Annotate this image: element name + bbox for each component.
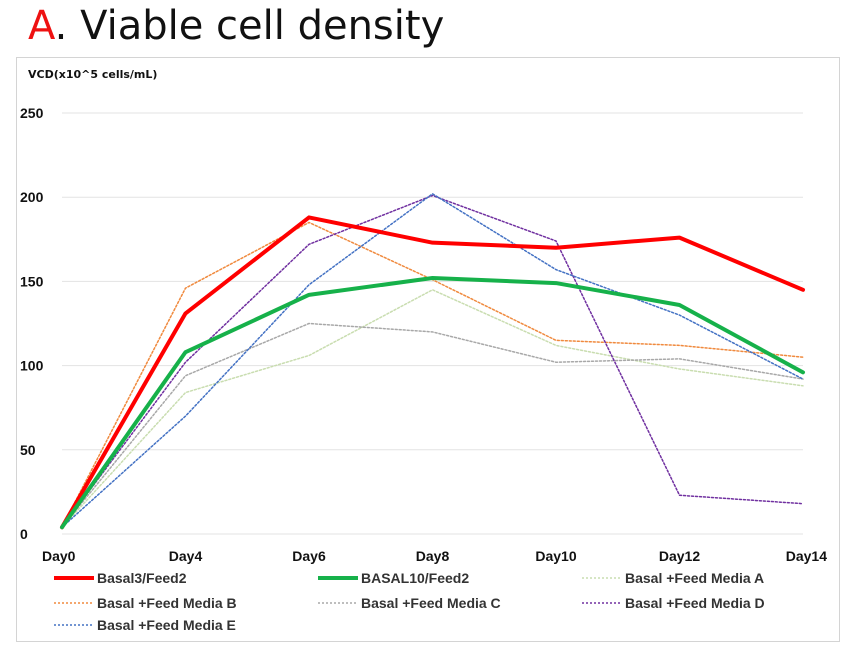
- y-tick-label: 250: [20, 105, 44, 121]
- x-tick-label: Day0: [42, 548, 76, 564]
- y-tick-label: 200: [20, 189, 44, 205]
- y-tick-labels: 0 50 100 150 200 250: [20, 105, 44, 542]
- series-line: [61, 194, 804, 529]
- y-axis-label: VCD(x10^5 cells/mL): [28, 68, 158, 81]
- x-tick-labels: Day0 Day4 Day6 Day8 Day10 Day12 Day14: [42, 548, 827, 564]
- x-tick-label: Day14: [786, 548, 827, 564]
- series-lines: [60, 193, 805, 530]
- heading-letter: A: [28, 3, 55, 49]
- x-tick-label: Day4: [169, 548, 203, 564]
- legend-label: Basal +Feed Media E: [97, 617, 236, 633]
- x-tick-label: Day6: [292, 548, 326, 564]
- legend-label: BASAL10/Feed2: [361, 570, 469, 586]
- x-tick-label: Day8: [416, 548, 450, 564]
- y-tick-label: 50: [20, 442, 36, 458]
- series-line: [60, 215, 805, 530]
- legend-label: Basal +Feed Media D: [625, 595, 765, 611]
- legend-label: Basal +Feed Media B: [97, 595, 237, 611]
- series-line: [61, 289, 804, 529]
- heading-text: . Viable cell density: [54, 3, 445, 49]
- legend: Basal3/Feed2 BASAL10/Feed2 Basal +Feed Med…: [54, 570, 765, 633]
- legend-label: Basal +Feed Media C: [361, 595, 501, 611]
- y-tick-label: 100: [20, 358, 44, 374]
- series-line: [61, 193, 804, 529]
- x-tick-label: Day10: [535, 548, 576, 564]
- y-tick-label: 0: [20, 526, 28, 542]
- series-line: [61, 221, 804, 529]
- series-line: [60, 276, 805, 530]
- gridlines: [62, 112, 803, 535]
- legend-label: Basal3/Feed2: [97, 570, 187, 586]
- series-line: [61, 322, 804, 529]
- y-tick-label: 150: [20, 273, 44, 289]
- chart-heading: A. Viable cell density: [28, 2, 444, 50]
- legend-label: Basal +Feed Media A: [625, 570, 764, 586]
- x-tick-label: Day12: [659, 548, 700, 564]
